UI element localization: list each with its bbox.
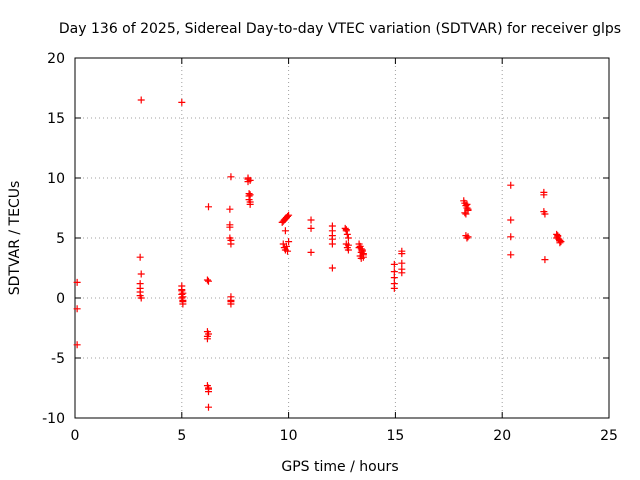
axis-ticks: 0 5 10 15 20 25 -10 -5 0 5 10 15 20 [42, 51, 618, 444]
data-point [464, 205, 472, 213]
data-point [281, 227, 289, 235]
data-point [307, 224, 315, 232]
data-point [463, 234, 471, 242]
data-point [359, 253, 367, 261]
data-point [137, 294, 145, 302]
data-point [73, 341, 81, 349]
data-point [227, 293, 235, 301]
y-tick-label: 0 [56, 291, 65, 307]
data-point [343, 230, 351, 238]
data-point [285, 238, 293, 246]
data-point [205, 384, 212, 392]
data-point [342, 226, 350, 234]
data-point [464, 233, 472, 241]
grid-lines [75, 58, 609, 418]
x-tick-label: 5 [177, 428, 186, 444]
data-point [284, 212, 292, 220]
data-point [507, 181, 515, 189]
x-axis-label: GPS time / hours [281, 459, 398, 475]
data-point [507, 216, 515, 224]
y-axis-label: SDTVAR / TECUs [7, 181, 23, 296]
data-point [398, 250, 406, 258]
data-point [462, 210, 470, 218]
data-point [205, 403, 212, 411]
data-point [246, 176, 254, 184]
data-point [307, 216, 315, 224]
data-point [178, 287, 186, 295]
y-tick-label: 5 [56, 231, 65, 247]
y-tick-label: -5 [51, 351, 65, 367]
data-point [226, 205, 234, 213]
y-tick-label: -10 [42, 411, 65, 427]
data-point [205, 277, 212, 285]
y-tick-label: 10 [47, 171, 65, 187]
data-point [344, 241, 352, 249]
data-point [357, 248, 365, 256]
data-point [285, 211, 293, 219]
data-point [137, 270, 145, 278]
data-point [284, 247, 292, 255]
data-point [556, 239, 564, 247]
data-point [328, 264, 336, 272]
data-point [557, 238, 565, 246]
data-point [541, 256, 549, 264]
data-point [136, 253, 144, 261]
data-point [390, 268, 398, 276]
data-point [205, 330, 212, 338]
data-point [507, 233, 515, 241]
data-point [73, 278, 81, 286]
data-point [246, 200, 254, 208]
data-point [461, 209, 469, 217]
y-tick-label: 20 [47, 51, 65, 67]
data-point [136, 280, 144, 288]
data-point [463, 200, 471, 208]
data-point [390, 274, 398, 282]
data-point [390, 284, 398, 292]
data-point [307, 248, 315, 256]
data-point [355, 244, 363, 252]
data-point [179, 298, 187, 306]
data-points [73, 96, 565, 411]
x-tick-label: 25 [600, 428, 618, 444]
data-point [203, 276, 211, 284]
x-tick-label: 15 [386, 428, 404, 444]
data-point [246, 191, 254, 199]
chart-title: Day 136 of 2025, Sidereal Day-to-day VTE… [59, 21, 621, 37]
data-point [282, 242, 290, 250]
x-tick-label: 20 [493, 428, 511, 444]
data-point [507, 251, 515, 259]
data-point [205, 203, 212, 211]
data-point [227, 240, 235, 248]
x-tick-label: 10 [280, 428, 298, 444]
data-point [553, 234, 561, 242]
data-point [227, 173, 235, 181]
data-point [398, 269, 406, 277]
data-point [541, 210, 549, 218]
data-point [398, 259, 406, 267]
data-point [540, 191, 548, 199]
data-point [344, 234, 352, 242]
data-point [226, 223, 234, 231]
x-tick-label: 0 [71, 428, 80, 444]
data-point [328, 240, 336, 248]
data-point [203, 335, 211, 343]
y-tick-label: 15 [47, 111, 65, 127]
data-point [390, 260, 398, 268]
data-point [73, 305, 81, 313]
data-point [137, 96, 145, 104]
data-point [178, 98, 186, 106]
